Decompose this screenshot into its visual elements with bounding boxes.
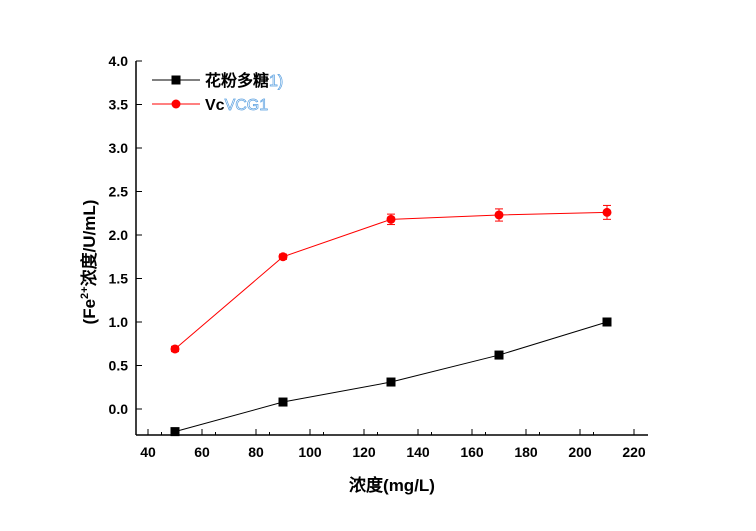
x-tick-label: 140 <box>406 444 430 460</box>
legend-label: 花粉多糖1) <box>205 71 283 90</box>
series-line <box>174 321 608 433</box>
x-tick-label: 220 <box>622 444 646 460</box>
y-tick-label: 0.0 <box>109 401 129 417</box>
legend: 花粉多糖1) VcVCG1 <box>152 71 284 114</box>
x-tick-label: 160 <box>460 444 484 460</box>
data-point <box>170 344 180 354</box>
data-point <box>386 377 396 387</box>
data-point <box>278 397 288 407</box>
y-axis-label: (Fe2+浓度/U/mL) <box>79 200 99 325</box>
y-tick-label: 2.0 <box>109 227 129 243</box>
x-tick-label: 180 <box>514 444 538 460</box>
data-point <box>278 252 288 262</box>
x-tick-label: 40 <box>140 444 156 460</box>
data-point <box>170 427 180 437</box>
x-tick-label: 100 <box>298 444 322 460</box>
data-point <box>386 214 396 224</box>
x-tick-label: 60 <box>194 444 210 460</box>
data-point <box>494 350 504 360</box>
data-point <box>602 207 612 217</box>
y-tick-label: 2.5 <box>109 184 129 200</box>
x-tick-label: 120 <box>352 444 376 460</box>
legend-label: VcVCG1 <box>205 97 268 114</box>
x-tick-label: 200 <box>568 444 592 460</box>
y-tick-label: 3.0 <box>109 140 129 156</box>
y-tick-label: 4.0 <box>109 53 129 69</box>
series-line <box>174 211 608 350</box>
x-tick-label: 80 <box>248 444 264 460</box>
data-point <box>494 210 504 220</box>
x-axis-label: 浓度(mg/L) <box>349 475 435 495</box>
data-point <box>602 317 612 327</box>
legend-marker <box>171 99 181 109</box>
y-tick-label: 1.5 <box>109 271 129 287</box>
y-tick-label: 3.5 <box>109 97 129 113</box>
y-tick-label: 0.5 <box>109 358 129 374</box>
y-tick-label: 1.0 <box>109 314 129 330</box>
legend-marker <box>171 75 181 85</box>
